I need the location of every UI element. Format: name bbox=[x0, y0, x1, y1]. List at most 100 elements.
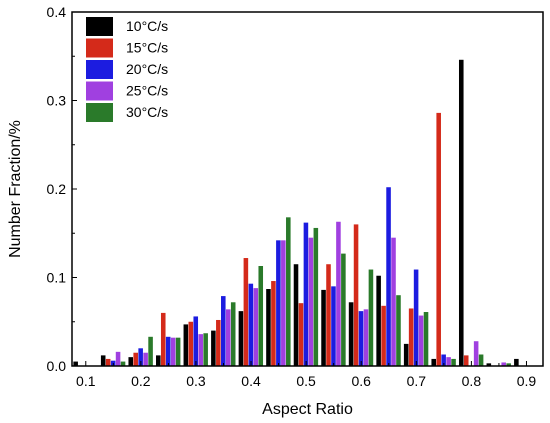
x-tick-label: 0.3 bbox=[186, 373, 206, 389]
bar-series-4-0.25 bbox=[170, 337, 176, 366]
bar-series-2-0.40 bbox=[243, 258, 249, 366]
x-tick-label: 0.2 bbox=[131, 373, 151, 389]
bar-series-1-0.35 bbox=[211, 330, 216, 366]
legend-swatch bbox=[86, 17, 113, 36]
bar-series-5-0.80 bbox=[478, 354, 484, 366]
x-tick-label: 0.1 bbox=[76, 373, 96, 389]
bar-series-3-0.30 bbox=[193, 316, 199, 366]
bar-series-3-0.50 bbox=[303, 222, 309, 366]
bar-series-3-0.70 bbox=[413, 269, 419, 366]
bar-series-3-0.55 bbox=[331, 286, 336, 366]
bar-series-5-0.15 bbox=[120, 361, 126, 366]
bar-series-2-0.30 bbox=[188, 321, 194, 366]
bar-series-1-0.10 bbox=[73, 361, 78, 366]
bar-series-5-0.55 bbox=[341, 253, 346, 366]
bar-series-4-0.60 bbox=[363, 309, 369, 366]
bar-series-3-0.60 bbox=[358, 311, 364, 366]
bar-series-2-0.65 bbox=[381, 305, 386, 366]
legend-label: 20°C/s bbox=[126, 61, 168, 77]
bar-series-4-0.65 bbox=[391, 237, 396, 366]
y-tick-label: 0.3 bbox=[47, 93, 67, 109]
bar-series-4-0.35 bbox=[225, 309, 231, 366]
legend-label: 25°C/s bbox=[126, 83, 168, 99]
x-tick-label: 0.9 bbox=[517, 373, 537, 389]
bar-series-3-0.35 bbox=[221, 296, 226, 366]
y-tick-label: 0.2 bbox=[47, 181, 67, 197]
x-tick-label: 0.5 bbox=[296, 373, 316, 389]
x-tick-label: 0.8 bbox=[462, 373, 482, 389]
bar-series-4-0.70 bbox=[418, 315, 424, 366]
bar-series-1-0.30 bbox=[183, 324, 189, 366]
bar-series-5-0.65 bbox=[396, 295, 401, 366]
y-tick-label: 0.1 bbox=[47, 270, 67, 286]
x-axis-label: Aspect Ratio bbox=[262, 401, 353, 418]
bar-series-1-0.50 bbox=[293, 264, 299, 366]
y-tick-label: 0.4 bbox=[47, 4, 67, 20]
bar-series-2-0.20 bbox=[133, 352, 138, 366]
bar-series-4-0.50 bbox=[308, 237, 314, 366]
bar-series-1-0.65 bbox=[376, 275, 381, 366]
bar-series-1-0.80 bbox=[458, 59, 464, 366]
bar-series-1-0.25 bbox=[156, 355, 161, 366]
bar-series-2-0.35 bbox=[216, 319, 221, 366]
legend-label: 30°C/s bbox=[126, 104, 168, 120]
bar-series-3-0.20 bbox=[138, 348, 143, 366]
legend-swatch bbox=[86, 60, 113, 79]
bar-series-2-0.50 bbox=[298, 303, 304, 366]
bar-series-4-0.75 bbox=[446, 357, 451, 366]
bar-series-4-0.45 bbox=[281, 240, 286, 366]
bar-series-2-0.60 bbox=[353, 224, 359, 366]
bar-series-4-0.55 bbox=[336, 221, 341, 366]
bar-series-4-0.40 bbox=[253, 288, 259, 366]
bar-series-5-0.50 bbox=[313, 227, 319, 366]
bar-series-5-0.25 bbox=[175, 337, 181, 366]
bar-series-5-0.45 bbox=[286, 217, 291, 366]
legend-swatch bbox=[86, 38, 113, 58]
legend-label: 10°C/s bbox=[126, 18, 168, 34]
bar-series-3-0.40 bbox=[248, 283, 254, 366]
bar-series-2-0.45 bbox=[271, 281, 276, 366]
x-axis-ticks: 0.1 0.2 0.3 0.4 0.5 0.6 0.7 0.8 0.9 bbox=[76, 361, 536, 389]
legend-swatch bbox=[86, 103, 113, 122]
bar-series-5-0.40 bbox=[258, 266, 264, 366]
bar-series-2-0.15 bbox=[105, 358, 111, 366]
y-tick-label: 0.0 bbox=[47, 358, 67, 374]
bar-series-2-0.75 bbox=[436, 112, 441, 366]
y-axis-ticks: 0.0 0.1 0.2 0.3 0.4 bbox=[47, 4, 77, 374]
bars-layer bbox=[73, 59, 519, 367]
bar-series-2-0.25 bbox=[160, 312, 166, 366]
bar-series-5-0.85 bbox=[506, 363, 511, 366]
x-tick-label: 0.7 bbox=[407, 373, 427, 389]
bar-series-1-0.15 bbox=[100, 355, 106, 366]
bar-series-5-0.20 bbox=[148, 336, 153, 366]
legend: 10°C/s 15°C/s 20°C/s 25°C/s 30°C/s bbox=[86, 17, 168, 122]
bar-series-1-0.85 bbox=[486, 363, 492, 366]
bar-series-1-0.20 bbox=[128, 357, 134, 366]
bar-series-5-0.60 bbox=[368, 269, 374, 366]
bar-series-2-0.55 bbox=[326, 264, 331, 366]
bar-series-1-0.75 bbox=[431, 358, 437, 366]
bar-series-4-0.20 bbox=[143, 352, 148, 366]
bar-series-1-0.45 bbox=[266, 289, 271, 366]
bar-series-4-0.80 bbox=[473, 341, 479, 366]
bar-series-1-0.55 bbox=[321, 289, 326, 366]
y-axis-label: Number Fraction/% bbox=[7, 120, 24, 258]
bar-series-1-0.90 bbox=[514, 358, 519, 366]
bar-series-3-0.25 bbox=[165, 336, 171, 366]
bar-series-1-0.60 bbox=[348, 302, 354, 366]
bar-series-5-0.35 bbox=[230, 302, 236, 366]
bar-series-3-0.65 bbox=[386, 187, 391, 366]
bar-series-3-0.75 bbox=[441, 354, 446, 366]
bar-series-1-0.40 bbox=[238, 311, 244, 366]
bar-series-1-0.70 bbox=[403, 343, 409, 367]
bar-series-4-0.15 bbox=[115, 351, 121, 366]
x-tick-label: 0.6 bbox=[351, 373, 371, 389]
bar-series-5-0.75 bbox=[451, 358, 456, 366]
bar-series-4-0.85 bbox=[501, 362, 506, 366]
legend-swatch bbox=[86, 81, 113, 101]
bar-series-3-0.45 bbox=[276, 240, 281, 366]
bar-series-5-0.70 bbox=[423, 312, 429, 366]
bar-series-2-0.80 bbox=[463, 355, 469, 366]
x-tick-label: 0.4 bbox=[241, 373, 261, 389]
